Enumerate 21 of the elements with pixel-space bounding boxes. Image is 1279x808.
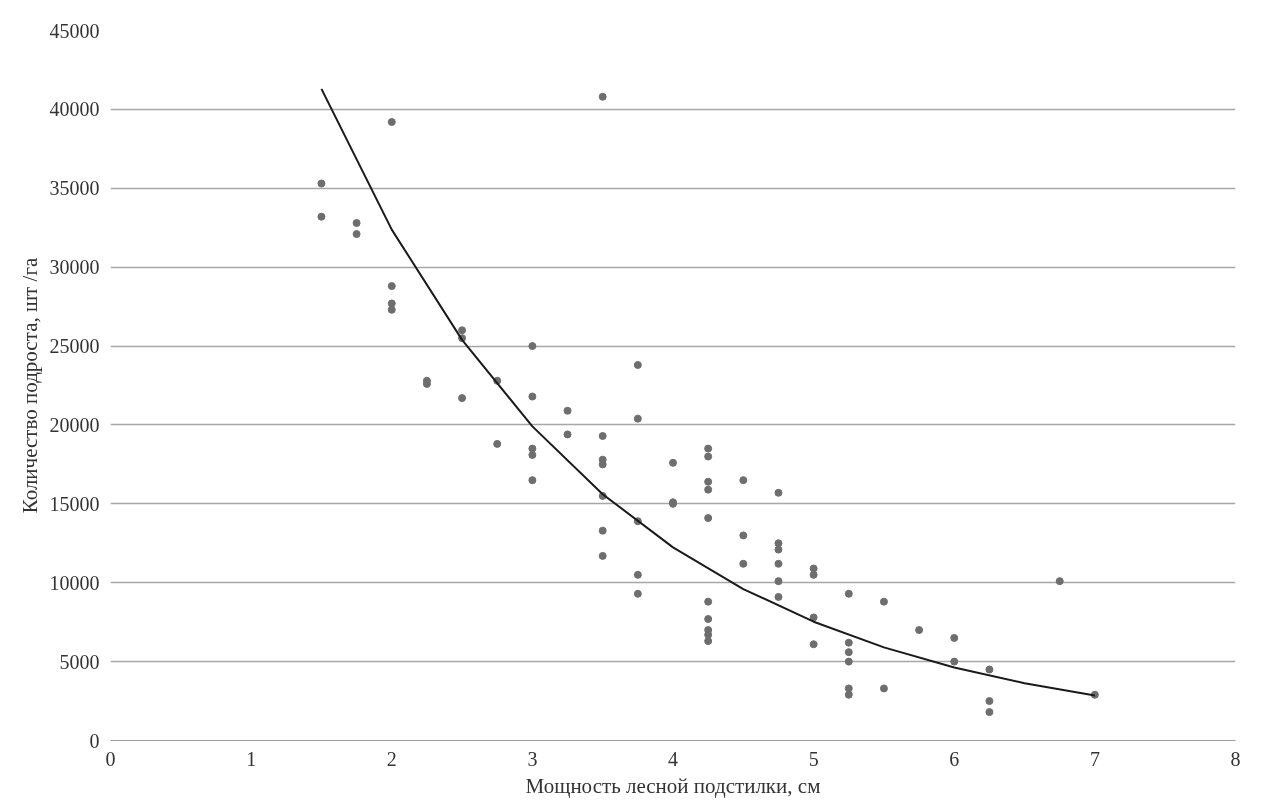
y-tick-label: 20000 [49, 413, 100, 436]
x-tick-label: 1 [246, 747, 257, 770]
x-tick-label: 3 [527, 747, 538, 770]
y-tick-label: 0 [89, 729, 100, 752]
x-tick-label: 0 [105, 747, 116, 770]
y-tick-label: 25000 [49, 335, 100, 358]
x-tick-label: 6 [949, 747, 960, 770]
x-tick-label: 4 [668, 747, 678, 770]
y-tick-label: 15000 [49, 492, 100, 515]
x-tick-label: 8 [1230, 747, 1241, 770]
y-tick-label: 35000 [49, 177, 100, 200]
y-tick-label: 40000 [49, 98, 100, 121]
y-axis-title: Количество подроста, шт /га [17, 257, 42, 514]
y-tick-label: 30000 [49, 256, 100, 279]
x-tick-label: 2 [386, 747, 397, 770]
x-axis-title: Мощность лесной подстилки, см [525, 773, 821, 798]
y-tick-label: 45000 [49, 19, 100, 42]
x-tick-label: 7 [1089, 747, 1100, 770]
y-tick-label: 5000 [59, 650, 100, 673]
y-tick-label: 10000 [49, 571, 100, 594]
x-tick-label: 5 [808, 747, 819, 770]
